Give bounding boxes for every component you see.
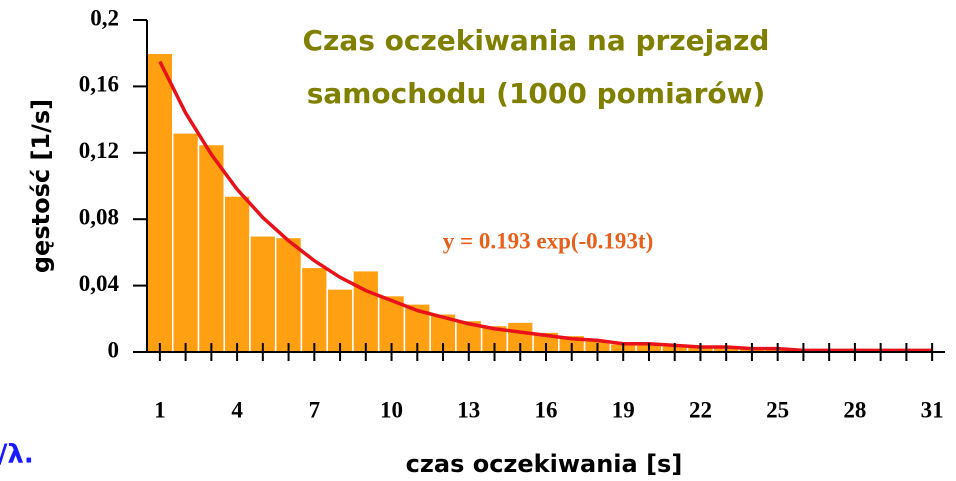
x-axis-label: czas oczekiwania [s] xyxy=(406,450,683,478)
y-tick-label: 0,04 xyxy=(79,271,120,296)
x-tick-label: 1 xyxy=(154,397,166,422)
y-tick-label: 0,12 xyxy=(79,138,119,163)
bar xyxy=(249,235,277,353)
x-tick-label: 7 xyxy=(309,397,321,422)
y-tick-label: 0 xyxy=(108,337,120,362)
x-tick-label: 10 xyxy=(380,397,403,422)
y-tick-label: 0,2 xyxy=(90,5,119,30)
bar xyxy=(223,195,251,353)
x-tick-label: 28 xyxy=(843,397,866,422)
x-tick-label: 25 xyxy=(766,397,789,422)
bar xyxy=(146,52,174,353)
clipped-text: ./λ. xyxy=(0,440,34,470)
bar xyxy=(300,266,328,353)
fit-equation: y = 0.193 exp(-0.193t) xyxy=(443,228,654,253)
bar xyxy=(352,269,380,353)
chart-title: Czas oczekiwania na przejazd xyxy=(303,24,770,57)
x-tick-label: 19 xyxy=(612,397,635,422)
y-axis-label: gęstość [1/s] xyxy=(27,99,55,273)
bar xyxy=(171,132,200,353)
x-tick-label: 31 xyxy=(921,397,944,422)
y-tick-label: 0,16 xyxy=(79,72,119,97)
chart-title: samochodu (1000 pomiarów) xyxy=(307,77,766,110)
y-tick-label: 0,08 xyxy=(79,204,119,229)
x-tick-label: 13 xyxy=(457,397,480,422)
bar xyxy=(326,288,354,353)
x-tick-label: 4 xyxy=(231,397,243,422)
bar xyxy=(197,143,225,353)
x-tick-label: 22 xyxy=(689,397,712,422)
bar xyxy=(274,236,303,353)
x-tick-label: 16 xyxy=(535,397,558,422)
